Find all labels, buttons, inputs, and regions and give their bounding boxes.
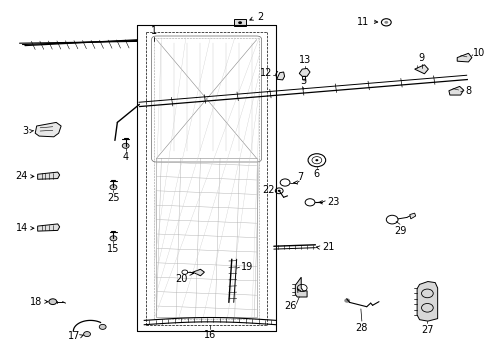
Text: 29: 29 [393,226,406,236]
Text: 3: 3 [22,126,28,136]
Text: 20: 20 [175,274,187,284]
Circle shape [277,190,280,192]
Circle shape [122,143,129,148]
Text: 17: 17 [68,331,80,341]
Text: 11: 11 [356,17,368,27]
Text: 15: 15 [107,244,120,254]
Text: 14: 14 [16,223,28,233]
Circle shape [315,159,318,161]
Text: 24: 24 [16,171,28,181]
Text: 27: 27 [420,325,433,335]
Text: 25: 25 [107,193,120,203]
Text: 12: 12 [259,68,271,78]
Text: 16: 16 [203,330,216,340]
Polygon shape [35,122,61,137]
Text: 1: 1 [151,26,157,36]
Text: 21: 21 [322,242,334,252]
Circle shape [110,236,117,241]
Polygon shape [448,86,463,95]
Polygon shape [38,172,60,179]
Polygon shape [416,282,437,321]
Circle shape [110,185,117,190]
Text: 7: 7 [297,172,303,182]
Polygon shape [295,277,306,297]
Polygon shape [192,269,204,276]
Text: 19: 19 [240,262,252,272]
Text: 2: 2 [257,12,264,22]
FancyBboxPatch shape [233,19,246,26]
Circle shape [302,78,306,81]
Text: 26: 26 [284,301,296,311]
Circle shape [99,324,106,329]
Circle shape [83,332,90,337]
Text: 23: 23 [327,197,339,207]
Circle shape [238,21,242,24]
Text: 13: 13 [298,55,310,65]
Polygon shape [409,213,415,219]
Circle shape [384,21,387,24]
Text: 5: 5 [300,76,305,86]
Polygon shape [38,224,60,231]
Text: 28: 28 [355,323,367,333]
Text: 4: 4 [122,152,128,162]
Text: 10: 10 [472,48,485,58]
Circle shape [344,298,349,303]
Polygon shape [276,72,284,80]
Text: 18: 18 [30,297,42,307]
Text: 22: 22 [262,185,274,195]
Polygon shape [299,68,309,76]
Polygon shape [456,53,471,62]
Polygon shape [414,65,427,74]
Circle shape [49,299,57,305]
Text: 6: 6 [313,169,319,179]
Text: 9: 9 [418,53,424,63]
Text: 8: 8 [465,86,471,96]
